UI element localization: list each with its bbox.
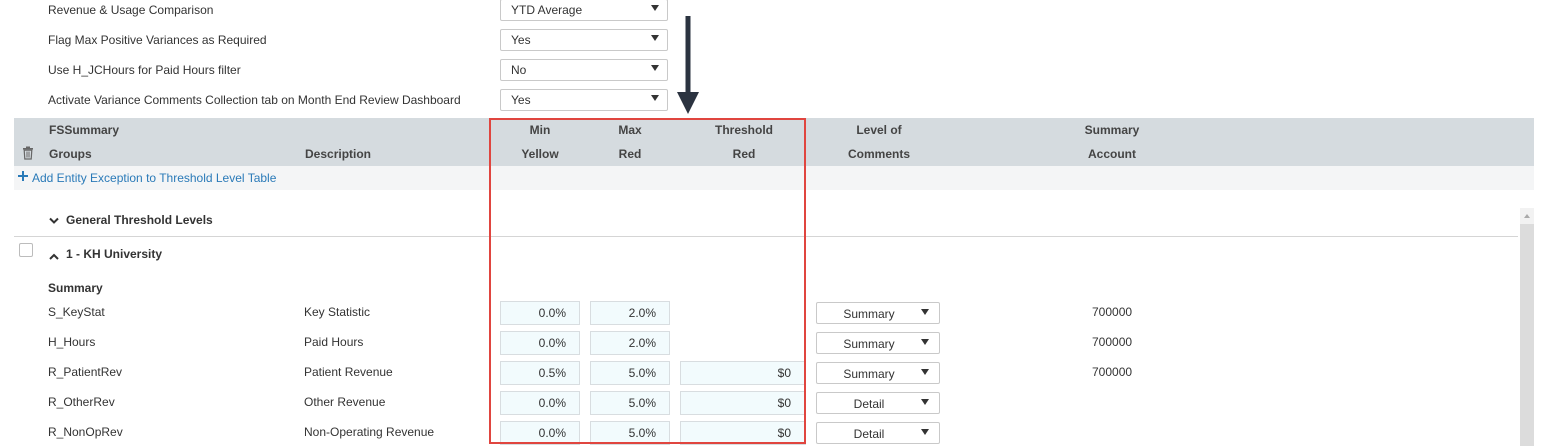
threshold-red-field[interactable]: $0 bbox=[680, 391, 806, 415]
chevron-down-icon bbox=[921, 309, 929, 315]
level-of-comments-dropdown[interactable]: Summary bbox=[816, 332, 940, 354]
chevron-down-icon bbox=[921, 339, 929, 345]
subgroup-label: Summary bbox=[48, 281, 103, 295]
add-exception-bar: Add Entity Exception to Threshold Level … bbox=[14, 166, 1534, 190]
header-description: Description bbox=[305, 147, 372, 161]
level-value: Summary bbox=[843, 337, 895, 351]
setting-label-variance-comments: Activate Variance Comments Collection ta… bbox=[48, 93, 461, 107]
level-value: Detail bbox=[853, 397, 885, 411]
level-of-comments-dropdown[interactable]: Detail bbox=[816, 422, 940, 444]
highlight-box-annotation bbox=[489, 118, 806, 444]
header-threshold-bottom: Red bbox=[732, 147, 756, 161]
header-groups-bottom: Groups bbox=[49, 147, 92, 161]
min-yellow-field[interactable]: 0.5% bbox=[500, 361, 580, 385]
summary-account: 700000 bbox=[1092, 305, 1133, 319]
entity-checkbox[interactable] bbox=[19, 243, 33, 257]
max-red-field[interactable]: 2.0% bbox=[590, 301, 670, 325]
chevron-down-icon bbox=[921, 369, 929, 375]
header-level-top: Level of bbox=[856, 123, 902, 137]
max-red-field[interactable]: 5.0% bbox=[590, 361, 670, 385]
min-yellow-field[interactable]: 0.0% bbox=[500, 421, 580, 445]
chevron-down-icon bbox=[921, 429, 929, 435]
row-code: R_PatientRev bbox=[48, 365, 123, 379]
dropdown-value: No bbox=[511, 63, 527, 77]
flag-max-dropdown[interactable]: Yes bbox=[500, 29, 668, 51]
dropdown-value: Yes bbox=[511, 93, 531, 107]
general-threshold-section[interactable]: General Threshold Levels bbox=[66, 213, 213, 227]
row-code: S_KeyStat bbox=[48, 305, 105, 319]
row-description: Paid Hours bbox=[304, 335, 364, 349]
chevron-down-icon bbox=[651, 95, 659, 101]
min-yellow-field[interactable]: 0.0% bbox=[500, 301, 580, 325]
row-code: R_NonOpRev bbox=[48, 425, 123, 439]
entity-section[interactable]: 1 - KH University bbox=[66, 247, 163, 261]
max-red-field[interactable]: 5.0% bbox=[590, 391, 670, 415]
level-value: Summary bbox=[843, 367, 895, 381]
header-account-top: Summary bbox=[1084, 123, 1140, 137]
header-min-bottom: Yellow bbox=[521, 147, 559, 161]
section-divider bbox=[14, 236, 1518, 237]
jchours-dropdown[interactable]: No bbox=[500, 59, 668, 81]
chevron-down-icon[interactable] bbox=[49, 214, 59, 228]
chevron-down-icon bbox=[921, 399, 929, 405]
vertical-scrollbar[interactable] bbox=[1520, 224, 1534, 446]
setting-label-jchours: Use H_JCHours for Paid Hours filter bbox=[48, 63, 241, 77]
summary-account: 700000 bbox=[1092, 335, 1133, 349]
header-threshold-top: Threshold bbox=[714, 123, 773, 137]
setting-label-flag-max: Flag Max Positive Variances as Required bbox=[48, 33, 267, 47]
chevron-down-icon bbox=[651, 65, 659, 71]
header-account-bottom: Account bbox=[1088, 147, 1136, 161]
header-level-bottom: Comments bbox=[847, 147, 910, 161]
chevron-down-icon bbox=[651, 5, 659, 11]
level-value: Detail bbox=[853, 427, 885, 441]
dropdown-value: YTD Average bbox=[511, 3, 583, 17]
summary-account: 700000 bbox=[1092, 365, 1133, 379]
level-value: Summary bbox=[843, 307, 895, 321]
header-max-bottom: Red bbox=[618, 147, 642, 161]
min-yellow-field[interactable]: 0.0% bbox=[500, 391, 580, 415]
chevron-up-icon[interactable] bbox=[49, 250, 59, 264]
level-of-comments-dropdown[interactable]: Summary bbox=[816, 302, 940, 324]
header-max-top: Max bbox=[618, 123, 642, 137]
setting-label-revenue-usage: Revenue & Usage Comparison bbox=[48, 3, 214, 17]
row-code: R_OtherRev bbox=[48, 395, 115, 409]
min-yellow-field[interactable]: 0.0% bbox=[500, 331, 580, 355]
row-description: Other Revenue bbox=[304, 395, 386, 409]
max-red-field[interactable]: 2.0% bbox=[590, 331, 670, 355]
variance-comments-dropdown[interactable]: Yes bbox=[500, 89, 668, 111]
chevron-down-icon bbox=[651, 35, 659, 41]
revenue-usage-dropdown[interactable]: YTD Average bbox=[500, 0, 668, 21]
header-groups-top: FSSummary bbox=[49, 123, 120, 137]
dropdown-value: Yes bbox=[511, 33, 531, 47]
down-arrow-annotation bbox=[676, 16, 700, 119]
header-min-top: Min bbox=[529, 123, 551, 137]
scroll-up-button[interactable] bbox=[1520, 208, 1534, 224]
plus-icon[interactable] bbox=[18, 170, 28, 184]
threshold-red-field[interactable]: $0 bbox=[680, 421, 806, 445]
level-of-comments-dropdown[interactable]: Summary bbox=[816, 362, 940, 384]
trash-icon[interactable] bbox=[22, 146, 34, 163]
table-header bbox=[14, 118, 1534, 166]
add-exception-link[interactable]: Add Entity Exception to Threshold Level … bbox=[32, 171, 277, 185]
row-description: Patient Revenue bbox=[304, 365, 393, 379]
level-of-comments-dropdown[interactable]: Detail bbox=[816, 392, 940, 414]
row-description: Non-Operating Revenue bbox=[304, 425, 435, 439]
max-red-field[interactable]: 5.0% bbox=[590, 421, 670, 445]
row-description: Key Statistic bbox=[304, 305, 371, 319]
row-code: H_Hours bbox=[48, 335, 96, 349]
